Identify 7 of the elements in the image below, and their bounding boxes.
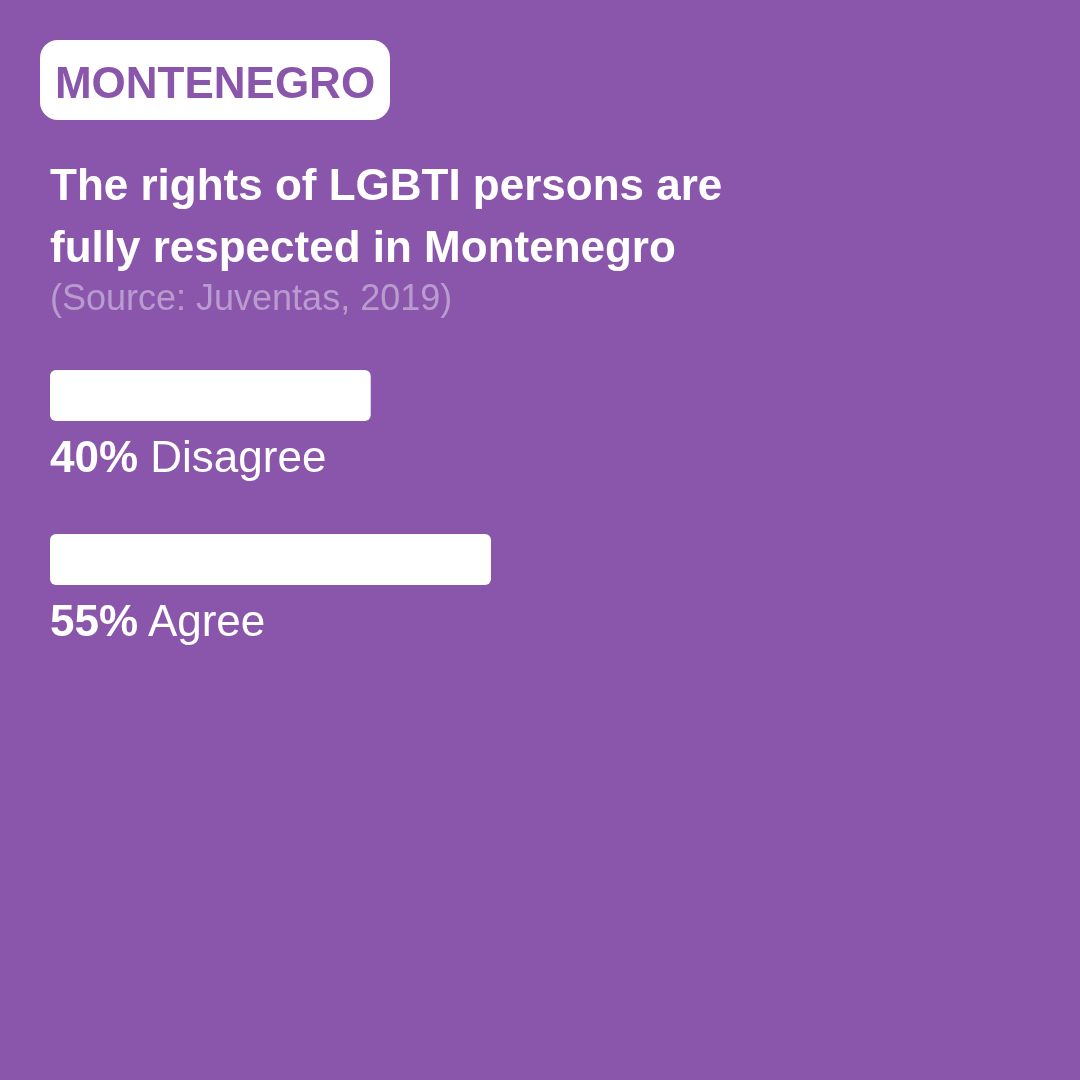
text: (Source: Juventas, 2019) bbox=[50, 277, 453, 318]
y-tick-label: Disagree bbox=[150, 432, 327, 481]
data-label: 40% bbox=[50, 432, 139, 481]
data-label: 55% bbox=[50, 596, 139, 645]
text: MONTENEGRO bbox=[54, 58, 376, 107]
chart-title: The rights of LGBTI persons are fully respected in Montenegro bbox=[50, 160, 723, 271]
y-tick-label: Agree bbox=[147, 596, 266, 645]
